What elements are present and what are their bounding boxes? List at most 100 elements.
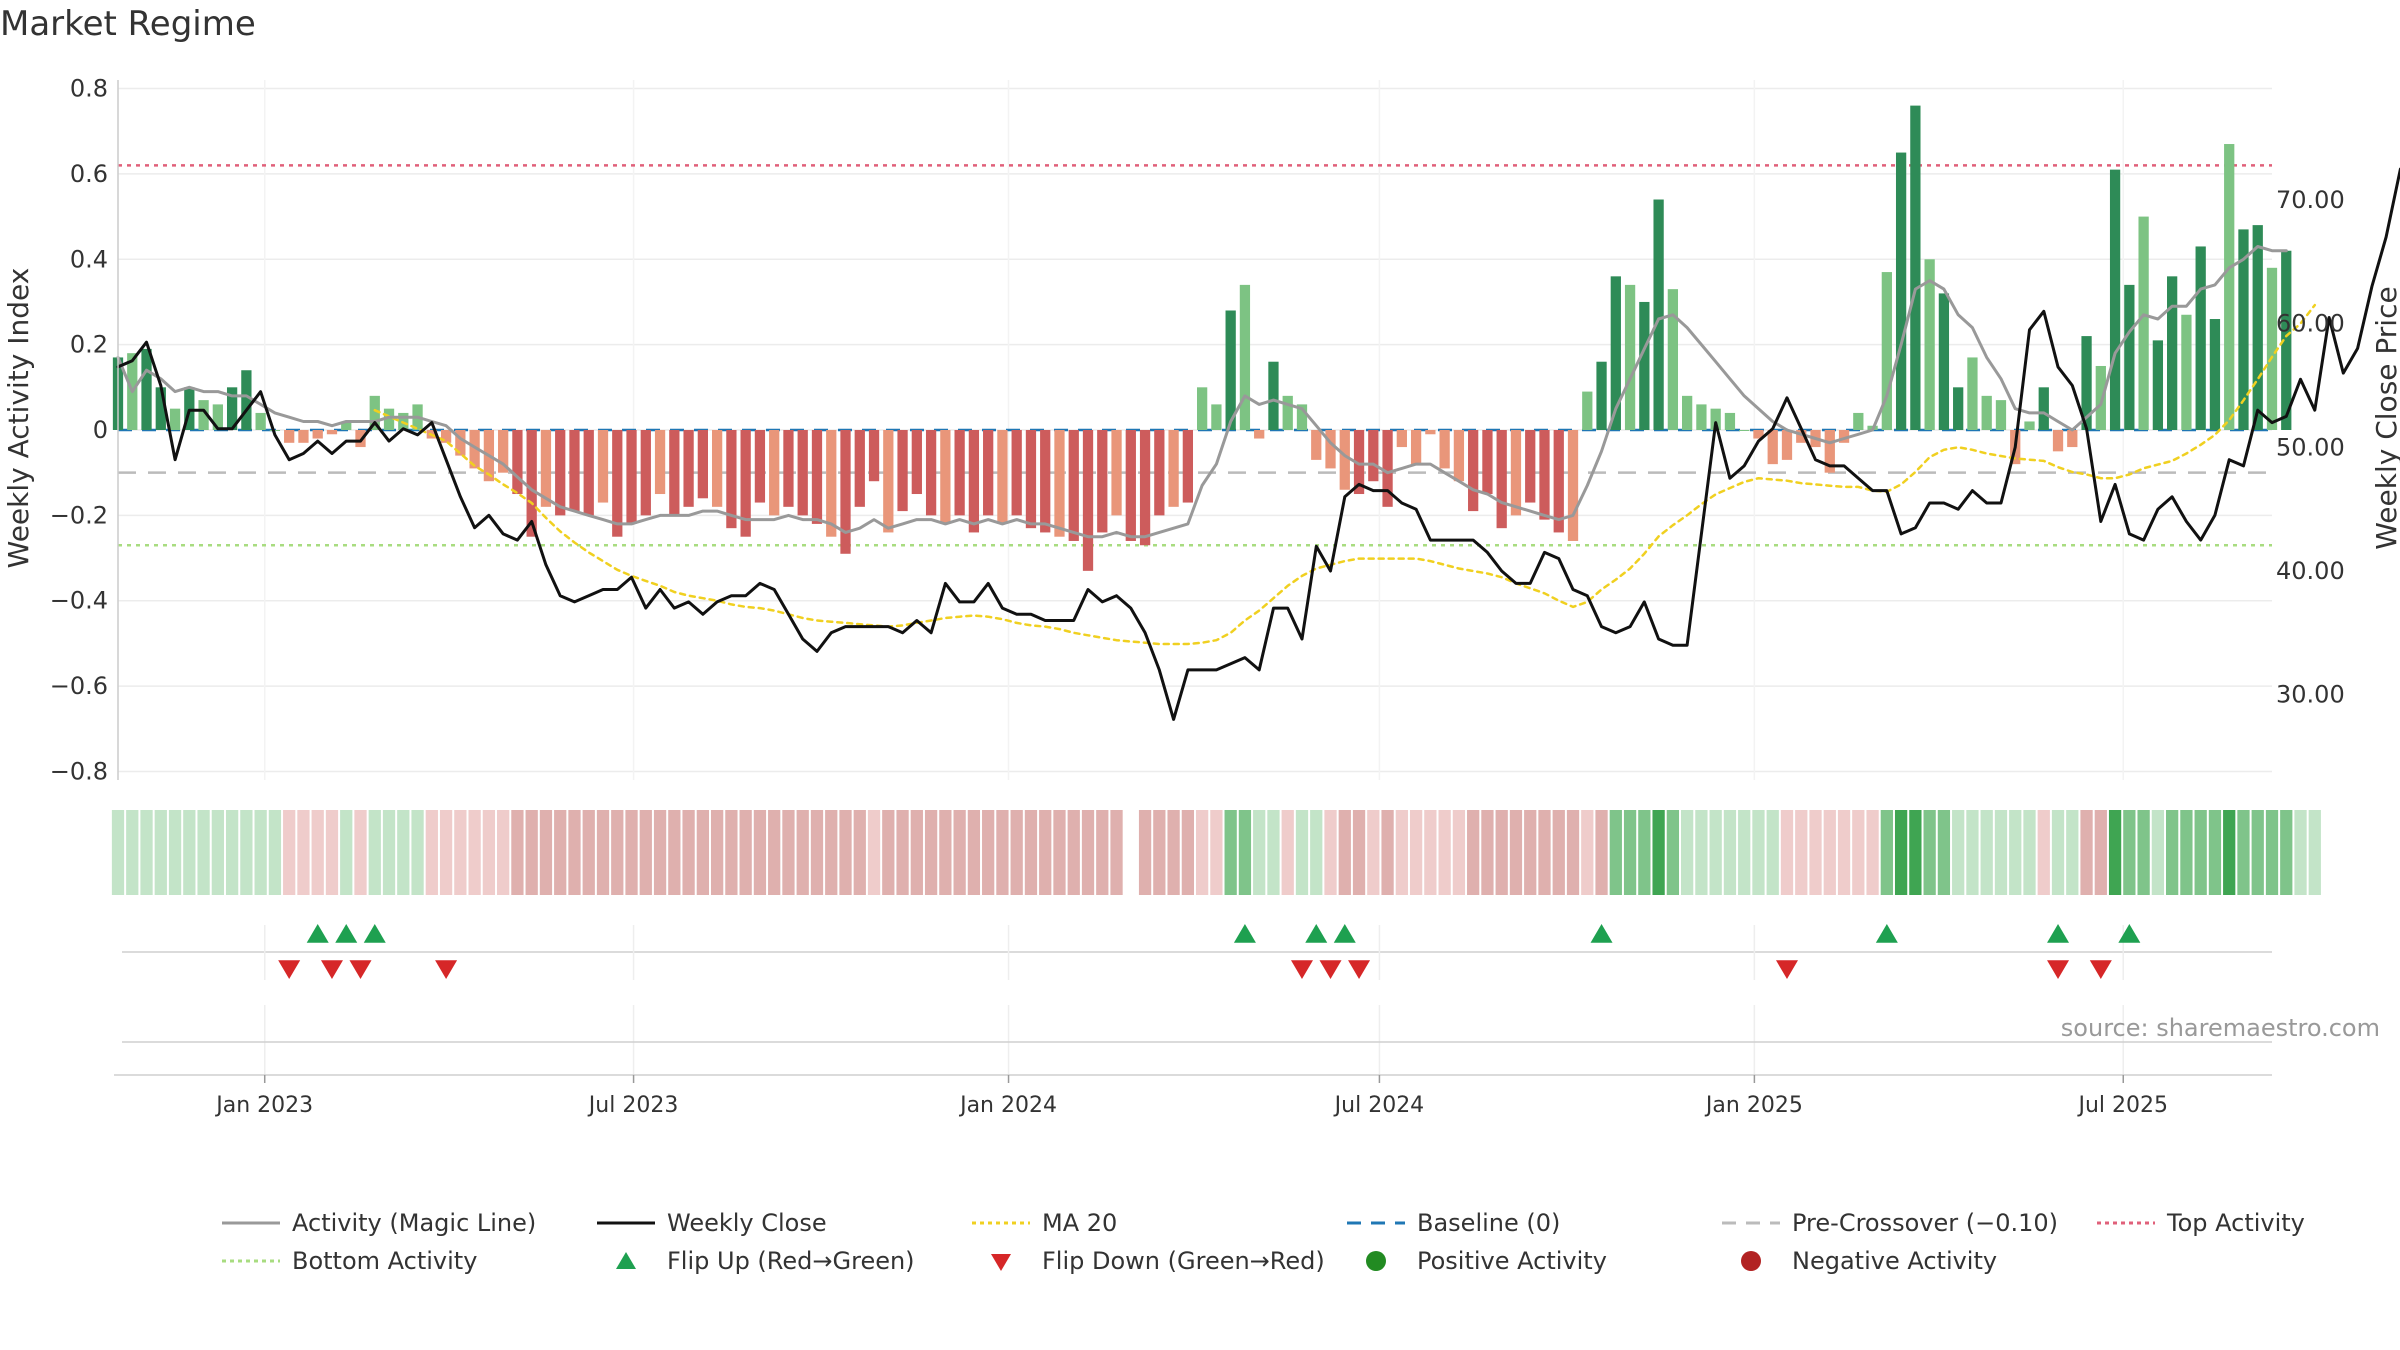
activity-bar (2281, 250, 2292, 430)
activity-bar (498, 430, 509, 473)
activity-bar (2038, 387, 2049, 430)
activity-bar (1082, 430, 1094, 571)
activity-bar (726, 430, 737, 529)
legend-swatch-dot (1741, 1251, 1761, 1271)
regime-strip-cell (939, 810, 952, 895)
activity-bar (1995, 400, 2007, 430)
regime-strip-cell (1467, 810, 1480, 895)
regime-strip-cell (1795, 810, 1808, 895)
regime-strip-cell (397, 810, 410, 895)
regime-strip-cell (739, 810, 752, 895)
regime-strip-cell (1452, 810, 1466, 895)
activity-bar (383, 408, 395, 430)
legend-item: Top Activity (2095, 1205, 2305, 1241)
regime-strip-cell (1138, 810, 1152, 895)
regime-strip-cell (1238, 810, 1252, 895)
flip-up-marker (335, 924, 358, 943)
activity-bar (854, 430, 865, 507)
activity-bar (797, 430, 808, 516)
regime-strip-cell (368, 810, 381, 895)
activity-bar (2252, 225, 2263, 430)
regime-strip-cell (1024, 810, 1038, 895)
activity-bar (2266, 267, 2278, 430)
activity-bar (1910, 105, 1921, 431)
activity-bar (1753, 430, 1764, 439)
flip-up-marker (306, 924, 329, 943)
flip-up-marker (1305, 924, 1328, 943)
regime-strip-cell (268, 810, 282, 895)
regime-strip-cell (1438, 810, 1451, 895)
y-tick-label-left: 0.8 (70, 75, 108, 103)
legend-item: MA 20 (970, 1205, 1117, 1241)
regime-strip-cell (1067, 810, 1080, 895)
legend-swatch-dot (1366, 1251, 1386, 1271)
regime-strip-cell (154, 810, 167, 895)
regime-strip-cell (1809, 810, 1822, 895)
legend-swatch (616, 1252, 636, 1269)
regime-strip-cell (625, 810, 638, 895)
regime-strip-cell (1267, 810, 1280, 895)
regime-strip-cell (1709, 810, 1722, 895)
regime-strip-cell (1937, 810, 1951, 895)
regime-strip-cell (2009, 810, 2022, 895)
flip-down-marker (2047, 960, 2070, 979)
x-tick-label: Jul 2023 (587, 1093, 679, 1118)
activity-bar (1938, 293, 1950, 430)
flip-up-marker (1333, 924, 1356, 943)
regime-strip-cell (1195, 810, 1209, 895)
regime-strip-cell (511, 810, 524, 895)
activity-bar (640, 430, 651, 516)
activity-bar (1254, 430, 1265, 439)
legend-item: Pre-Crossover (−0.10) (1720, 1205, 2058, 1241)
regime-strip-cell (2051, 810, 2065, 895)
regime-strip-cell (297, 810, 310, 895)
regime-strip-cell (1695, 810, 1708, 895)
regime-strip-cell (2094, 810, 2107, 895)
regime-strip-cell (126, 810, 139, 895)
legend-item: Weekly Close (595, 1205, 827, 1241)
regime-strip-cell (1738, 810, 1751, 895)
activity-bar (1853, 412, 1864, 430)
regime-strip-cell (710, 810, 724, 895)
regime-strip-cell (2208, 810, 2222, 895)
regime-strip-cell (1224, 810, 1237, 895)
regime-strip-cell (2037, 810, 2050, 895)
activity-bar (1396, 430, 1407, 448)
activity-bar (212, 404, 223, 430)
activity-bar (1682, 395, 1693, 430)
y-tick-label-left: 0.2 (70, 331, 108, 359)
regime-strip-cell (497, 810, 510, 895)
activity-bar (954, 430, 965, 516)
activity-bar (1624, 284, 1636, 430)
activity-bar (940, 430, 951, 524)
activity-bar (1881, 272, 1892, 430)
activity-bar (983, 430, 994, 516)
y-tick-label-right: 30.00 (2276, 681, 2345, 709)
activity-bar (1553, 430, 1564, 533)
activity-bar (1639, 301, 1650, 430)
regime-strip-cell (1837, 810, 1851, 895)
activity-bar (255, 412, 266, 430)
regime-strip-cell (1153, 810, 1166, 895)
activity-bar (469, 430, 480, 469)
activity-bar (1296, 404, 1308, 430)
regime-strip-cell (2223, 810, 2236, 895)
x-tick-label: Jan 2023 (214, 1093, 313, 1118)
regime-strip-cell (1980, 810, 1993, 895)
market-regime-chart: 0.8 0.6 0.4 0.2 0 −0.2 −0.4 −0.6 −0.8 70.00 60.00 5… (50, 75, 2400, 1118)
activity-magic-line (116, 245, 2288, 539)
activity-bar (2238, 229, 2249, 430)
y-tick-label-right: 70.00 (2276, 186, 2345, 214)
flip-down-marker (278, 960, 301, 979)
activity-bar (1097, 430, 1108, 533)
regime-strip-cell (1909, 810, 1922, 895)
legend-item: Flip Down (Green→Red) (970, 1243, 1325, 1279)
activity-bar (298, 430, 309, 443)
regime-strip-cell (382, 810, 396, 895)
y-tick-label-left: −0.4 (50, 587, 108, 615)
regime-strip-cell (183, 810, 196, 895)
regime-strip-cell (454, 810, 467, 895)
activity-bar (1125, 430, 1136, 541)
y-tick-label-right: 40.00 (2276, 557, 2345, 585)
legend-swatch (1722, 1221, 1780, 1225)
